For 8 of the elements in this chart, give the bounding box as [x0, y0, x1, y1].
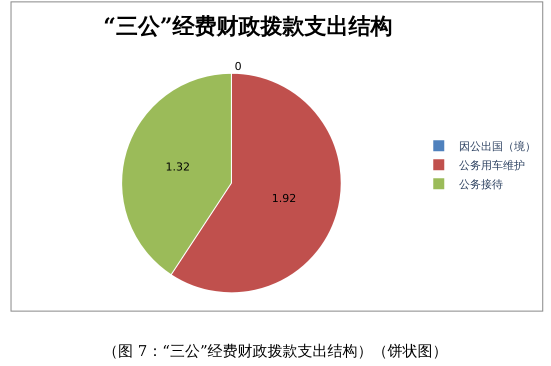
data-label: 1.32 [165, 160, 190, 174]
data-label: 1.92 [272, 192, 296, 206]
text: 0 [234, 60, 242, 74]
legend-label: 公务接待 [458, 178, 503, 191]
legend-label: 因公出国（境） [458, 140, 536, 153]
chart-title: “三公”经费财政拨款支出结构 [103, 13, 393, 40]
legend-label: 公务用车维护 [458, 158, 525, 172]
text: （图 7：“三公”经费财政拨款支出结构）（饼状图） [103, 342, 448, 360]
